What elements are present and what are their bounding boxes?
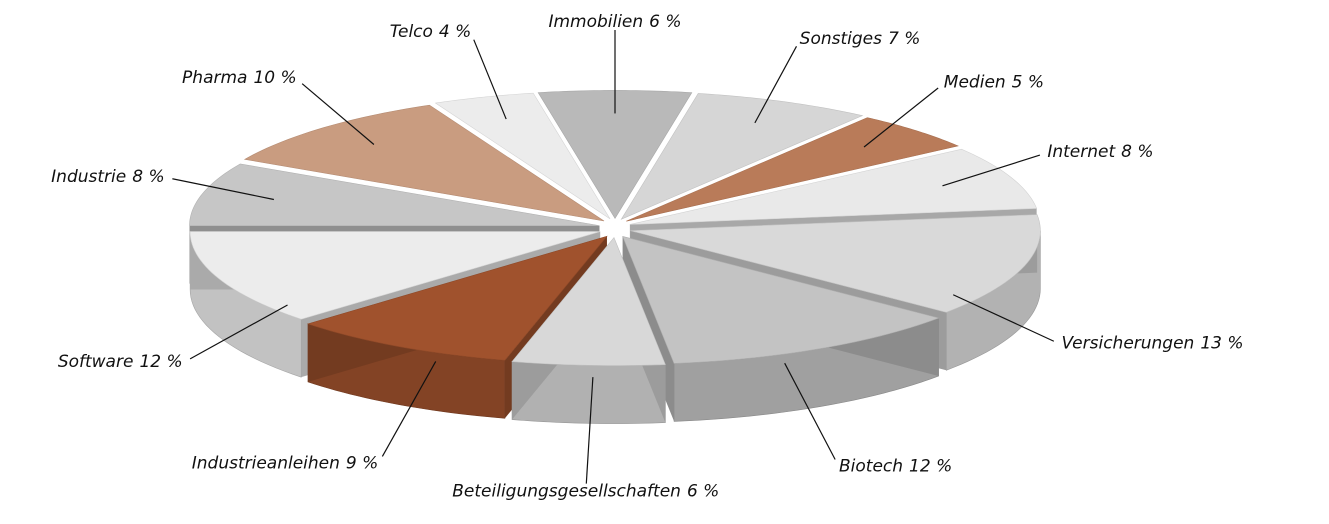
slice-label: Beteiligungsgesellschaften 6 %	[452, 482, 719, 502]
slice-top	[626, 117, 959, 222]
leader-line	[952, 294, 1055, 342]
slice-name: Versicherungen	[1062, 333, 1195, 353]
slice-value: 8 %	[132, 167, 164, 187]
slice-value: 6 %	[687, 482, 719, 502]
slice-name: Telco	[390, 22, 433, 42]
slice-value: 6 %	[649, 12, 681, 32]
slice-top	[434, 92, 611, 220]
slice-label: Telco 4 %	[390, 22, 472, 42]
slice-top	[243, 104, 605, 222]
slice	[434, 92, 611, 220]
slice-value: 4 %	[439, 22, 471, 42]
slice-value: 12 %	[909, 457, 952, 477]
slice-name: Internet	[1047, 142, 1116, 162]
slice-label: Industrie 8 %	[51, 167, 164, 187]
slice-top	[629, 148, 1038, 225]
slice-top	[189, 231, 601, 320]
leader-line	[172, 178, 274, 201]
slice-top	[511, 237, 666, 366]
leader-line	[863, 87, 939, 148]
slice-value: 7 %	[888, 29, 920, 49]
slice-label: Biotech 12 %	[839, 457, 952, 477]
slice-value: 12 %	[139, 352, 182, 372]
slice-label: Industrieanleihen 9 %	[192, 453, 379, 473]
slice	[511, 237, 666, 424]
leader-line	[301, 83, 375, 145]
slice-value: 13 %	[1200, 333, 1243, 353]
slice-top	[189, 163, 600, 226]
slice-name: Software	[58, 352, 134, 372]
slice-top	[630, 214, 1041, 313]
slice	[622, 235, 940, 422]
leader-line	[585, 377, 594, 484]
leader-line	[473, 39, 507, 120]
leader-line	[942, 154, 1041, 187]
leader-line	[189, 304, 288, 360]
slice-label: Immobilien 6 %	[548, 12, 681, 32]
slice-label: Versicherungen 13 %	[1062, 333, 1244, 353]
slice-top	[306, 235, 608, 361]
leader-line	[754, 45, 798, 124]
slice-label: Internet 8 %	[1047, 142, 1153, 162]
slice	[620, 93, 864, 220]
slice	[626, 117, 959, 222]
slice-value: 5 %	[1012, 72, 1044, 92]
slice-top	[620, 93, 864, 220]
slice-name: Sonstiges	[800, 29, 882, 49]
slice-label: Software 12 %	[58, 352, 183, 372]
slice-name: Industrie	[51, 167, 126, 187]
slice-name: Pharma	[182, 68, 247, 88]
leader-line	[784, 362, 836, 460]
slice-name: Biotech	[839, 457, 903, 477]
slice-name: Medien	[944, 72, 1006, 92]
leader-line	[381, 361, 437, 457]
slice-label: Medien 5 %	[944, 72, 1044, 92]
slice-name: Industrieanleihen	[192, 453, 340, 473]
slice-value: 8 %	[1121, 142, 1153, 162]
slice-label: Sonstiges 7 %	[800, 29, 921, 49]
slice-value: 9 %	[346, 453, 378, 473]
slice-name: Beteiligungsgesellschaften	[452, 482, 681, 502]
slice-value: 10 %	[253, 68, 296, 88]
slice-top	[622, 235, 940, 364]
slice	[243, 104, 605, 222]
slice-name: Immobilien	[548, 12, 643, 32]
slice-label: Pharma 10 %	[182, 68, 297, 88]
